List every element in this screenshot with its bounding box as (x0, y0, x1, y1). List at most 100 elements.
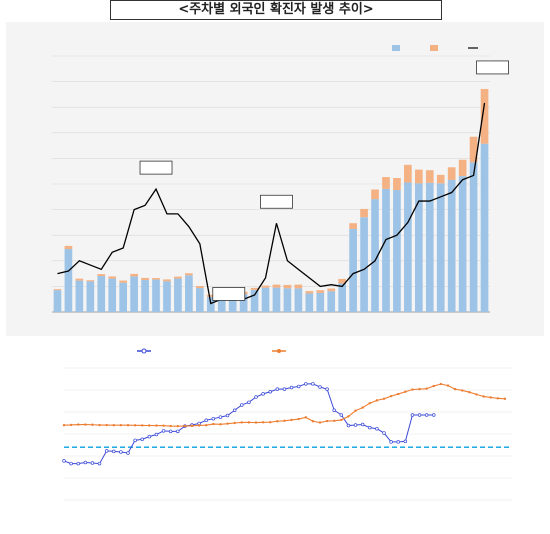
cases-point (446, 384, 450, 387)
cases-point (233, 421, 236, 425)
bar-foreign (97, 274, 106, 277)
mobility-point (126, 451, 130, 455)
bar-foreign (327, 288, 336, 292)
bar-domestic (239, 294, 248, 312)
cases-point (112, 424, 115, 427)
bar-domestic (217, 294, 226, 312)
mobility-point (346, 423, 351, 428)
bar-foreign (469, 136, 478, 163)
cases-point (333, 419, 336, 422)
mobility-point (112, 449, 116, 454)
bar-foreign (294, 284, 303, 289)
mobility-point (318, 385, 322, 389)
cases-point (105, 423, 108, 427)
bar-domestic (64, 249, 73, 312)
mobility-point (268, 390, 272, 394)
cases-point (368, 402, 371, 405)
bar-domestic (261, 287, 270, 312)
cases-point (375, 399, 379, 402)
bar-foreign (195, 285, 204, 289)
bar-foreign (360, 208, 368, 218)
mobility-point (432, 413, 436, 417)
cases-point (411, 388, 414, 391)
cases-point (290, 418, 293, 422)
cases-point (382, 397, 386, 400)
bar-foreign (152, 278, 160, 280)
bar-foreign (261, 285, 270, 288)
bar-domestic (283, 288, 292, 312)
bar-domestic (272, 287, 281, 312)
bar-domestic (130, 276, 138, 312)
mobility-point (389, 440, 393, 444)
mobility-point (119, 450, 123, 454)
cases-point (404, 390, 407, 393)
cases-point (503, 397, 507, 401)
mobility-point (396, 440, 400, 444)
bar-domestic (97, 276, 106, 312)
cases-point (133, 424, 137, 427)
bar-domestic (327, 291, 336, 312)
page-title: <주차별 외국인 확진자 발생 추이> (110, 0, 442, 20)
bar-foreign (250, 287, 259, 290)
cases-point (169, 424, 172, 428)
cases-point (219, 423, 222, 426)
mobility-point (97, 461, 102, 466)
cases-point (276, 420, 279, 423)
cases-point (197, 424, 201, 427)
mobility-point (83, 460, 88, 465)
mobility-point (240, 403, 244, 407)
bar-foreign (86, 280, 95, 282)
cases-point (304, 416, 307, 419)
cases-point (318, 421, 322, 424)
bar-foreign (141, 277, 149, 281)
bar-domestic (294, 288, 303, 312)
cases-point (496, 397, 499, 400)
cases-point (205, 424, 208, 427)
mobility-point (282, 387, 287, 391)
mobility-point (289, 385, 294, 390)
mobility-point (403, 439, 408, 444)
cases-point (297, 417, 300, 421)
mobility-point (360, 422, 365, 427)
bar-domestic (425, 182, 434, 312)
cases-point (254, 421, 258, 424)
bar-domestic (152, 279, 160, 312)
mobility-point (417, 413, 422, 417)
bar-domestic (458, 176, 467, 312)
bar-domestic (404, 182, 412, 312)
bar-domestic (119, 282, 128, 312)
mobility-point (147, 434, 152, 439)
cases-point (439, 382, 443, 386)
mobility-point (140, 437, 144, 442)
cases-point (98, 423, 101, 427)
mobility-point (168, 429, 173, 434)
cases-point (91, 423, 94, 426)
mobility-point (161, 429, 166, 433)
bar-domestic (185, 275, 193, 312)
bar-foreign (174, 276, 182, 279)
cases-point (347, 415, 350, 418)
bar-domestic (86, 281, 95, 312)
bar-foreign (272, 284, 281, 288)
bar-domestic (53, 290, 62, 312)
cases-point (141, 424, 144, 427)
mobility-point (211, 416, 216, 421)
cases-point (269, 421, 272, 424)
mobility-point (133, 438, 137, 443)
mobility-point (69, 461, 73, 466)
cases-point (453, 387, 457, 391)
bar-foreign (316, 290, 325, 293)
cases-point (340, 418, 343, 422)
mobility-point (176, 429, 180, 434)
bar-foreign (349, 223, 357, 229)
callout-box (212, 287, 246, 301)
mobility-point (375, 426, 379, 431)
bar-foreign (163, 279, 171, 282)
bar-domestic (108, 278, 117, 312)
cases-point (119, 423, 123, 427)
bar-domestic (195, 288, 204, 312)
cases-point (77, 423, 80, 426)
mobility-point (225, 413, 230, 418)
cases-point (240, 421, 243, 424)
mobility-vs-cases-chart (62, 348, 512, 501)
